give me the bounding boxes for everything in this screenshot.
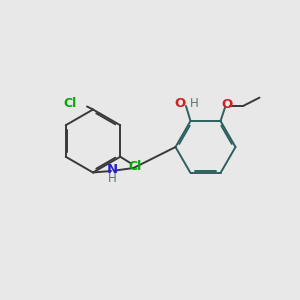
- Text: Cl: Cl: [129, 160, 142, 173]
- Text: H: H: [108, 172, 117, 185]
- Text: N: N: [107, 163, 118, 176]
- Text: O: O: [174, 97, 185, 110]
- Text: Cl: Cl: [63, 97, 76, 110]
- Text: O: O: [221, 98, 232, 111]
- Text: H: H: [190, 97, 199, 110]
